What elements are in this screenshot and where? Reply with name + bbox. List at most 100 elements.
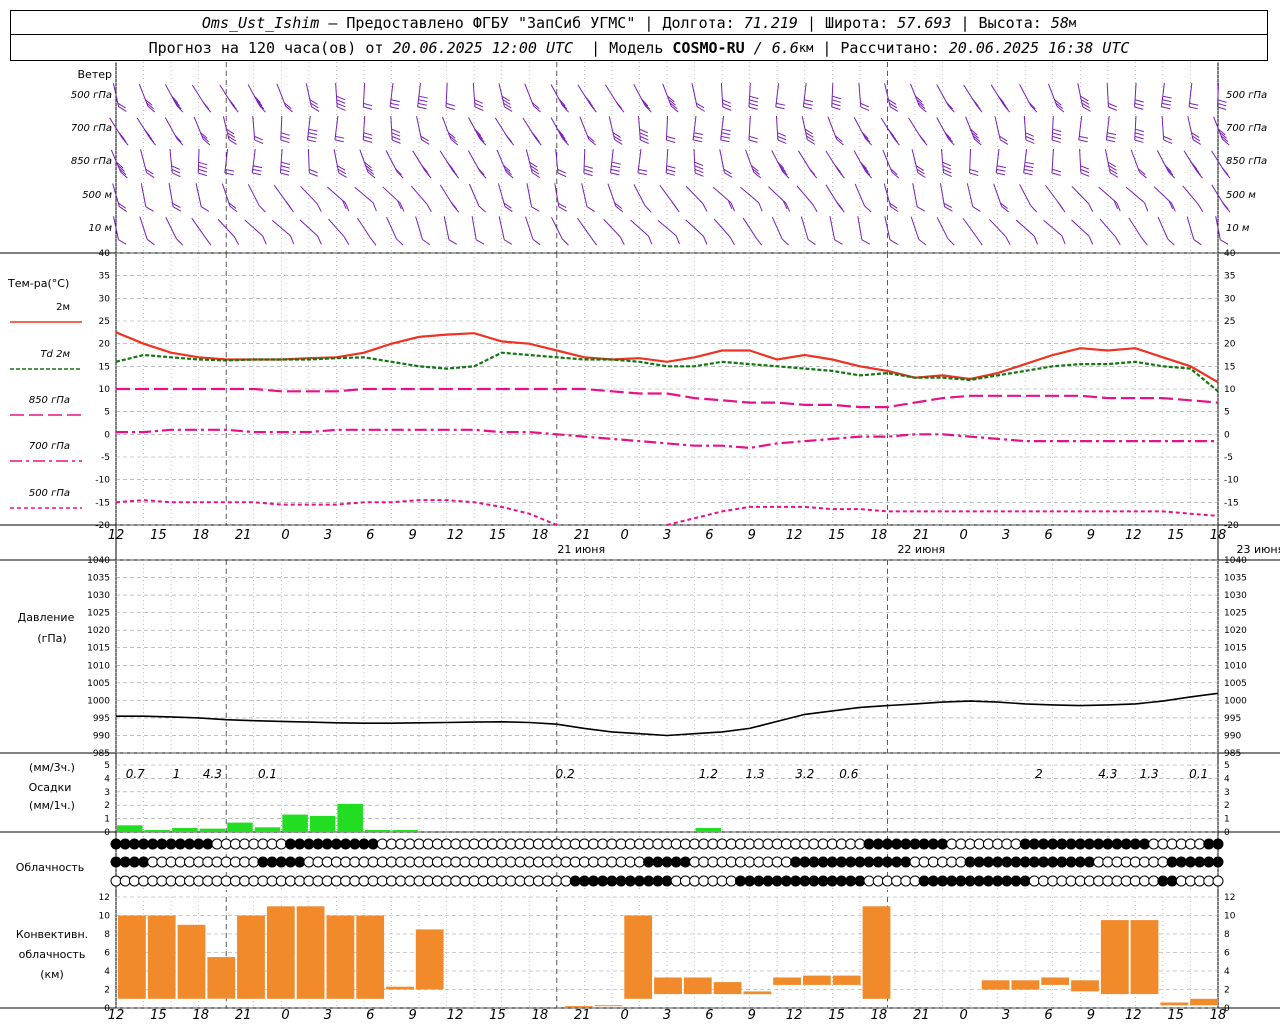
y-tick-left: 8: [104, 930, 110, 940]
precip-3h-total: 3.2: [795, 767, 814, 781]
wind-barb-flag: [1220, 135, 1229, 143]
y-tick-right: 8: [1224, 930, 1230, 940]
wind-barb-flag: [118, 202, 126, 209]
cloud-cover-symbol: [275, 856, 287, 868]
y-tick-left: 40: [99, 249, 111, 259]
wind-barb-flag: [1164, 164, 1172, 173]
wind-barb-flag: [1135, 128, 1145, 133]
cloud-cover-symbol: [790, 838, 802, 850]
wind-barb: [305, 83, 312, 107]
wind-barb-flag: [201, 135, 209, 143]
convective-cloud-bar: [147, 915, 176, 999]
precip-3h-total: 1.3: [746, 767, 765, 781]
wind-barb-flag: [504, 168, 513, 176]
wind-barb-flag: [865, 171, 873, 179]
wind-barb: [768, 186, 787, 204]
wind-barb: [1215, 216, 1221, 240]
y-tick-left: 1040: [87, 556, 110, 566]
wind-barb-flag: [807, 239, 816, 246]
wind-barb-flag: [752, 168, 760, 175]
wind-barb-flag: [807, 139, 816, 145]
cloud-cover-symbol: [937, 838, 948, 850]
wind-barb-flag: [584, 165, 593, 169]
precip-bar: [117, 825, 143, 832]
cloud-cover-symbol: [1203, 838, 1215, 850]
cloud-cover-symbol: [1083, 838, 1095, 850]
wind-barb-flag: [450, 201, 458, 210]
convective-cloud-bar: [594, 1005, 623, 1007]
wind-barb-flag: [785, 203, 791, 212]
precip-bar: [392, 829, 419, 832]
wind-barb: [221, 183, 231, 207]
cloud-cover-symbol: [514, 838, 526, 850]
hour-tick-label: 3: [324, 528, 332, 543]
cloud-cover-symbol: [487, 875, 498, 887]
cloud-cover-symbol: [588, 838, 599, 850]
wind-barb-flag: [1109, 172, 1119, 178]
wind-barb-flag: [174, 102, 182, 110]
wind-barb-flag: [943, 202, 953, 209]
precip-3h-total: 0.6: [839, 767, 858, 781]
wind-barb: [1023, 115, 1027, 141]
wind-barb-flag: [1162, 95, 1172, 99]
cloud-cover-symbol: [863, 856, 875, 868]
hour-tick-label: 9: [409, 528, 417, 543]
cloud-cover-symbol: [266, 838, 278, 850]
wind-barb: [140, 149, 148, 173]
wind-barb-flag: [722, 106, 732, 111]
cloud-cover-symbol: [670, 856, 682, 868]
cloud-cover-symbol: [395, 856, 407, 868]
cloud-cover-symbol: [376, 856, 388, 868]
cloud-cover-symbol: [652, 838, 664, 850]
wind-barb-flag: [915, 165, 924, 171]
cloud-cover-symbol: [973, 856, 985, 868]
convective-cloud-bar: [1100, 920, 1129, 995]
wind-barb-flag: [173, 98, 180, 107]
wind-barb-flag: [1171, 203, 1176, 212]
y-tick-left: 1025: [87, 609, 110, 619]
precip-bar: [199, 828, 226, 832]
wind-barb-flag: [171, 95, 179, 104]
cloud-cover-symbol: [1139, 856, 1150, 868]
wind-barb: [138, 83, 149, 107]
wind-barb-flag: [1116, 202, 1121, 212]
wind-barb-flag: [1023, 172, 1033, 176]
wind-barb: [827, 116, 838, 140]
precip-bar: [695, 827, 722, 832]
y-tick-right: 995: [1224, 714, 1241, 724]
wind-barb-flag: [583, 172, 593, 177]
wind-barb-flag: [390, 102, 400, 106]
wind-barb-flag: [723, 168, 732, 175]
wind-barb-flag: [1219, 132, 1227, 139]
y-tick-right: 25: [1224, 317, 1235, 327]
hour-tick-label-bottom: 12: [786, 1008, 803, 1023]
wind-barb: [224, 149, 229, 173]
cloud-cover-symbol: [147, 838, 159, 850]
wind-barb-flag: [533, 105, 541, 113]
wind-barb: [603, 218, 621, 238]
wind-barb-flag: [391, 128, 401, 134]
wind-barb-flag: [367, 171, 376, 179]
wind-barb: [854, 183, 866, 207]
wind-barb: [445, 82, 448, 108]
wind-barb-flag: [337, 168, 347, 175]
wind-barb-flag: [614, 139, 623, 145]
y-tick-left: 12: [99, 893, 110, 903]
wind-barb-flag: [1220, 239, 1229, 245]
convective-cloud-bar: [683, 977, 712, 995]
wind-barb-flag: [694, 168, 704, 174]
wind-barb-flag: [1109, 168, 1118, 175]
wind-barb-flag: [643, 102, 650, 110]
cloud-cover-symbol: [367, 875, 379, 887]
hour-tick-label: 18: [1210, 528, 1227, 543]
wind-barb: [550, 84, 563, 106]
wind-barb-flag: [558, 98, 566, 107]
wind-barb: [299, 219, 319, 237]
cloud-cover-symbol: [790, 875, 802, 887]
cloud-cover-symbol: [450, 856, 462, 868]
wind-barb-flag: [1144, 202, 1149, 212]
wind-barb: [110, 149, 122, 173]
convective-cloud-bar: [624, 915, 653, 999]
cloud-cover-symbol: [679, 838, 691, 850]
wind-barb-flag: [1081, 102, 1090, 109]
